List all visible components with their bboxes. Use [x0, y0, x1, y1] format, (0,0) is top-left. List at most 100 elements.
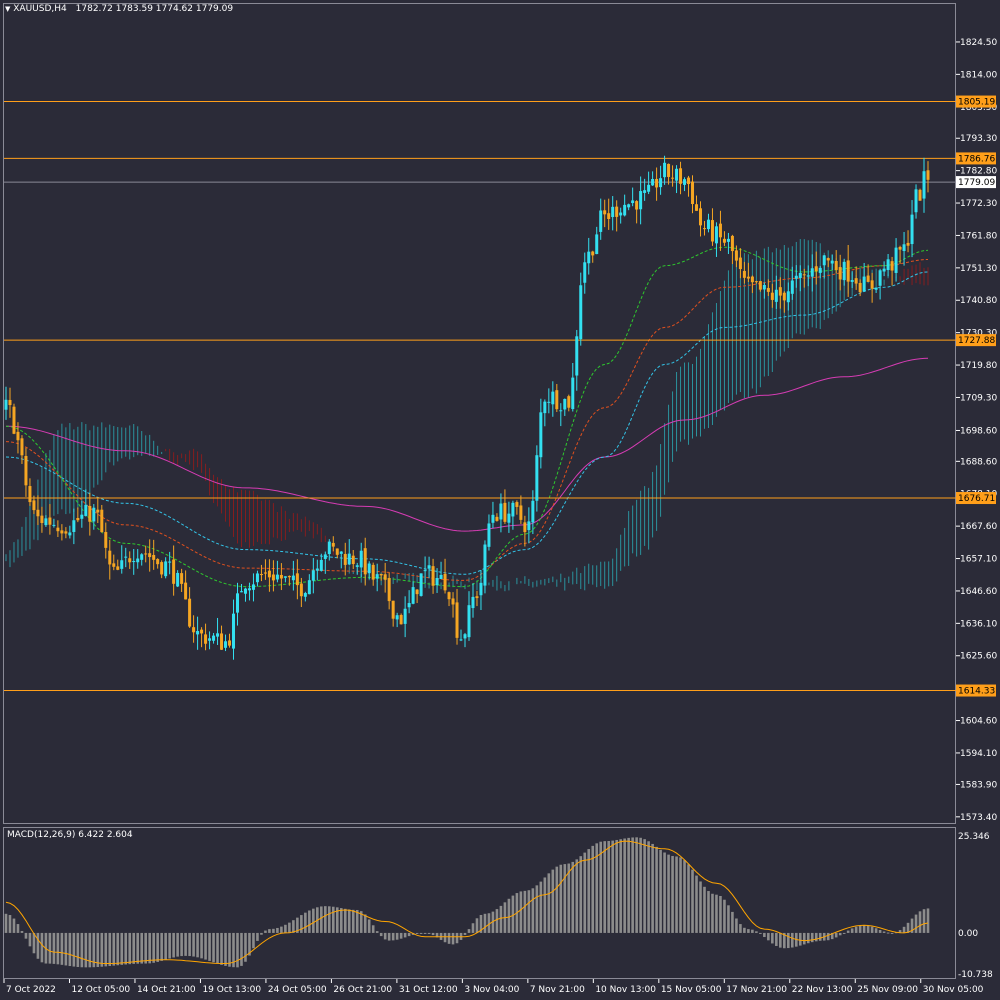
macd-histogram-bar: [719, 895, 722, 933]
time-axis-label: 19 Oct 13:00: [202, 985, 261, 995]
macd-histogram-bar: [447, 932, 451, 944]
macd-histogram-bar: [699, 881, 702, 933]
candle-body: [200, 629, 204, 634]
candle-body: [882, 268, 886, 272]
candle-body: [367, 563, 371, 574]
macd-histogram-bar: [910, 918, 914, 933]
macd-histogram-bar: [28, 932, 32, 947]
macd-histogram-bar: [8, 915, 12, 933]
level-tag-label: 1727.88: [958, 336, 995, 346]
candle-body: [327, 541, 331, 555]
macd-axis-label: -10.738: [958, 970, 993, 980]
candle-body: [156, 559, 160, 565]
macd-histogram-bar: [850, 928, 854, 933]
candle-body: [495, 516, 499, 521]
candle-body: [40, 515, 44, 524]
macd-histogram-bar: [527, 890, 531, 933]
macd-histogram-bar: [256, 932, 259, 941]
price-axis-label: 1636.10: [960, 619, 997, 629]
candle-body: [782, 292, 786, 301]
candle-body: [4, 399, 8, 410]
macd-histogram-bar: [611, 840, 614, 933]
macd-histogram-bar: [52, 932, 56, 964]
macd-histogram-bar: [72, 932, 76, 967]
macd-histogram-bar: [838, 932, 842, 936]
macd-histogram-bar: [276, 927, 279, 933]
macd-histogram-bar: [391, 932, 395, 941]
current-price-tag-bg: [956, 176, 996, 189]
macd-histogram-bar: [335, 907, 339, 933]
macd-histogram-bar: [212, 932, 215, 963]
candle-body: [196, 631, 200, 635]
candle-body: [371, 564, 375, 580]
chevron-down-icon[interactable]: ▼: [5, 5, 11, 13]
macd-histogram-bar: [68, 932, 72, 967]
candle-body: [655, 178, 659, 188]
macd-histogram-bar: [236, 932, 239, 968]
macd-signal-line: [5, 840, 929, 964]
candle-body: [232, 613, 236, 649]
macd-histogram-bar: [771, 932, 774, 944]
macd-histogram-bar: [308, 910, 311, 933]
candle-body: [798, 272, 802, 278]
symbol-header[interactable]: ▼ XAUUSD,H4 1782.72 1783.59 1774.62 1779…: [5, 4, 233, 14]
candle-body: [399, 615, 403, 625]
macd-histogram-bar: [419, 932, 423, 934]
price-axis-label: 1688.60: [960, 457, 997, 467]
candle-body: [100, 509, 104, 533]
macd-histogram-bar: [579, 856, 583, 933]
macd-histogram-bar: [607, 841, 610, 933]
candle-body: [535, 455, 539, 501]
macd-histogram-bar: [60, 932, 64, 965]
macd-histogram-bar: [623, 838, 626, 933]
candle-body: [112, 563, 116, 567]
candle-body: [331, 542, 335, 547]
candle-body: [475, 596, 479, 599]
candle-body: [818, 267, 822, 273]
candle-body: [411, 587, 415, 604]
macd-histogram-bar: [862, 925, 866, 933]
candle-body: [415, 589, 419, 595]
macd-histogram-bar: [427, 932, 431, 934]
candle-body: [722, 238, 726, 243]
candle-body: [710, 220, 714, 242]
macd-histogram-bar: [343, 908, 347, 933]
moving-averages: [5, 246, 929, 588]
candle-body: [810, 268, 814, 277]
macd-histogram-bar: [228, 932, 231, 967]
candle-body: [84, 504, 88, 516]
macd-histogram-bar: [387, 932, 391, 941]
horizontal-levels[interactable]: [4, 101, 956, 692]
candle-body: [319, 559, 323, 571]
macd-histogram-bar: [671, 855, 674, 933]
macd-histogram-bar: [483, 913, 487, 933]
macd-histogram-bar: [870, 926, 874, 933]
macd-histogram-bar: [463, 932, 467, 935]
candle-body: [702, 228, 706, 230]
candle-body: [850, 279, 854, 282]
macd-histogram-bar: [16, 924, 20, 933]
candle-body: [176, 572, 180, 587]
candle-body: [180, 573, 184, 584]
candle-body: [295, 573, 299, 586]
candle-body: [750, 276, 754, 283]
macd-histogram-bar: [531, 888, 535, 933]
candle-body: [104, 532, 108, 548]
macd-histogram-bar: [399, 932, 403, 939]
candle-body: [192, 627, 196, 633]
candle-body: [204, 634, 208, 644]
candle-body: [539, 412, 543, 458]
candle-body: [559, 410, 563, 412]
macd-histogram-bar: [846, 930, 850, 933]
macd-histogram-bar: [723, 899, 726, 933]
price-axis-label: 1698.60: [960, 426, 997, 436]
candle-body: [279, 574, 283, 579]
macd-histogram-bar: [878, 929, 882, 933]
candle-body: [188, 598, 192, 627]
macd-histogram-bar: [188, 932, 191, 957]
macd-histogram-bar: [220, 932, 223, 965]
candle-body: [870, 280, 874, 289]
macd-histogram-bar: [120, 932, 124, 965]
ma-kijun-line: [5, 271, 929, 575]
